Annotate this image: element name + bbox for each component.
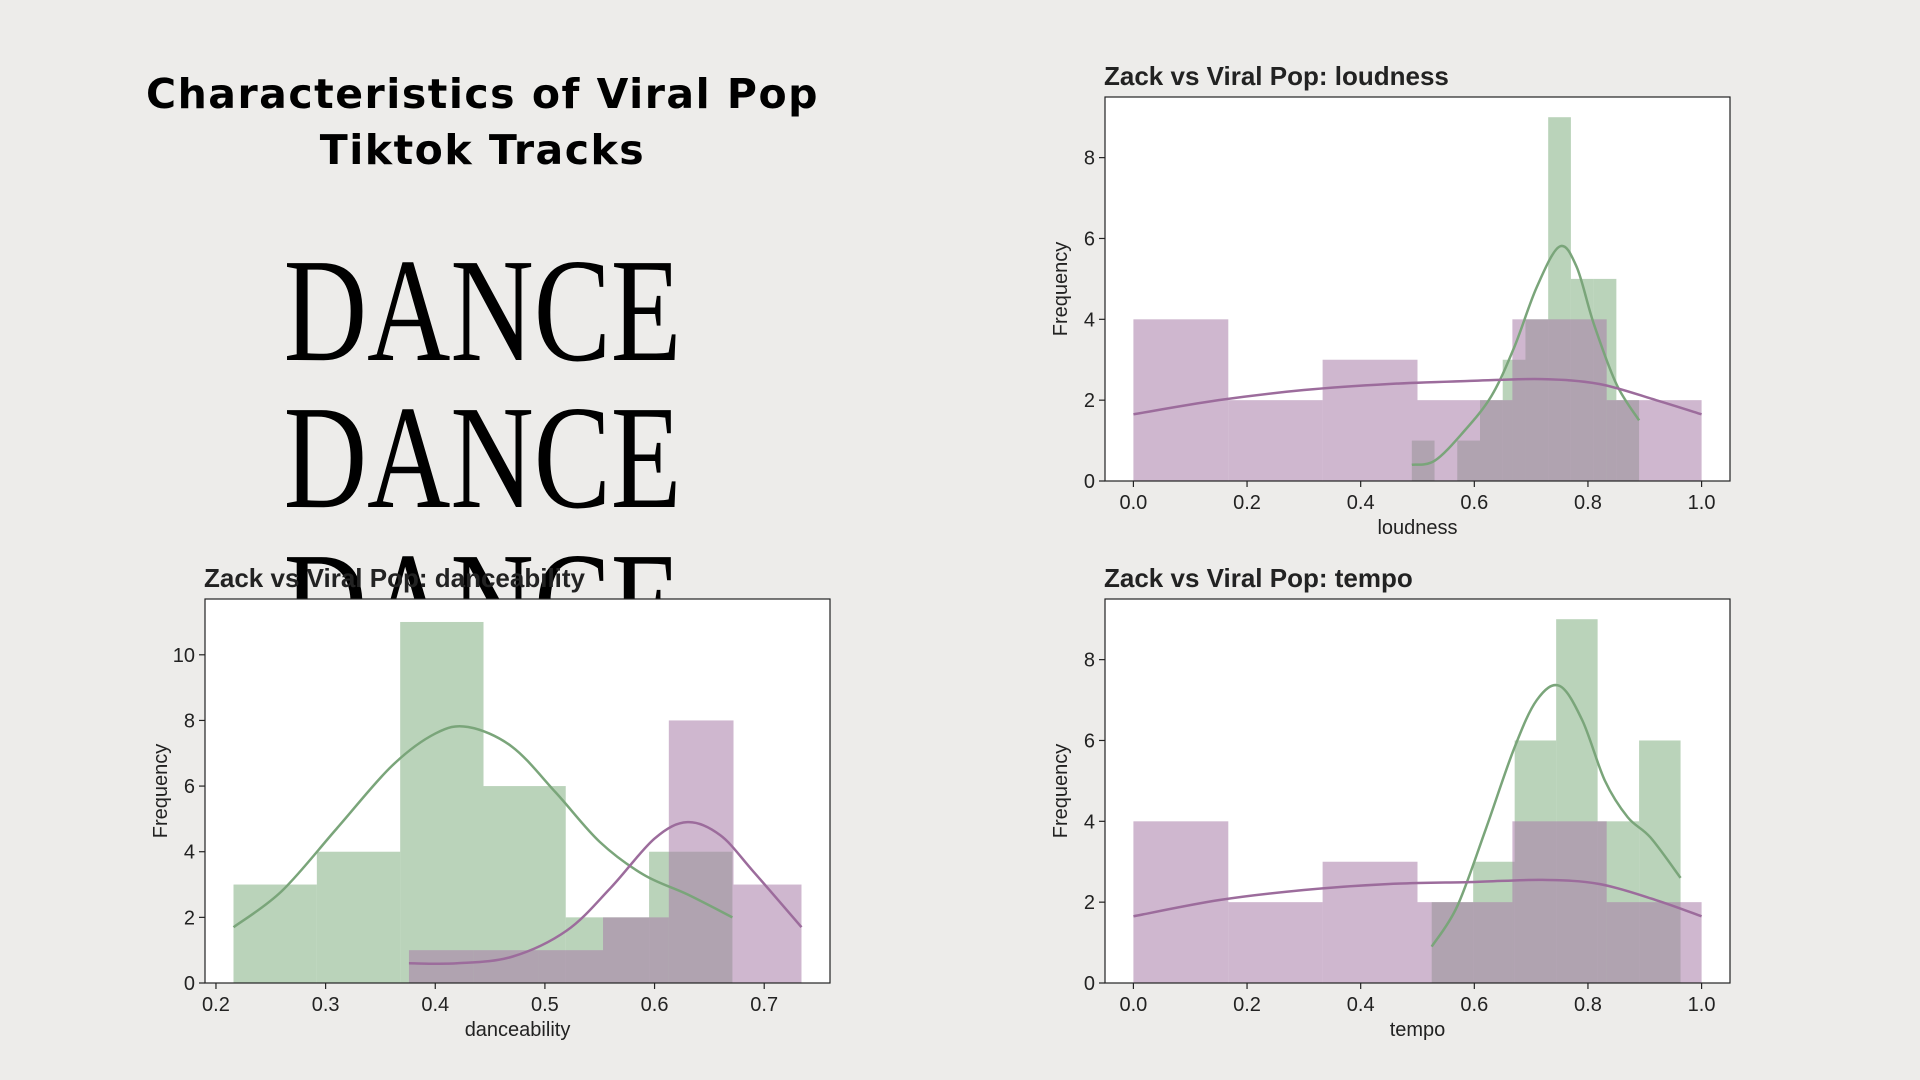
chart-svg: Zack vs Viral Pop: tempo 0.0 0.2 0.4 0.6 0.8 1… — [1050, 563, 1731, 1041]
y-tick-label: 8 — [184, 710, 195, 732]
page-subtitle: Characteristics of Viral Pop Tiktok Trac… — [146, 70, 819, 174]
histogram-bar-green — [400, 621, 484, 983]
histogram-bar-purple — [1228, 902, 1323, 983]
histogram-bar-green — [233, 884, 317, 983]
histogram-bar-purple — [733, 884, 802, 983]
plot-frame — [1104, 598, 1731, 984]
histogram-bar-purple — [1228, 400, 1323, 481]
y-tick-label: 4 — [1084, 811, 1095, 833]
plot-frame — [204, 598, 831, 984]
y-axis-label: Frequency — [1050, 744, 1072, 839]
histogram-bar-purple — [1417, 400, 1513, 481]
x-tick-label: 0.6 — [1460, 492, 1488, 514]
y-axis-label: Frequency — [1050, 242, 1072, 337]
y-tick-label: 6 — [1084, 730, 1095, 752]
x-tick-label: 0.0 — [1120, 492, 1148, 514]
histogram-bar-purple — [603, 917, 669, 983]
x-tick-label: 0.2 — [1233, 994, 1261, 1016]
kde-curve-green — [1430, 683, 1682, 948]
histogram-bar-purple — [1417, 902, 1513, 983]
y-tick-label: 0 — [184, 973, 195, 995]
chart-title: Zack vs Viral Pop: loudness — [1104, 61, 1449, 91]
y-tick-label: 8 — [1084, 148, 1095, 170]
y-tick-label: 6 — [1084, 228, 1095, 250]
histogram-bar-purple — [1512, 821, 1607, 983]
histogram-bar-purple — [1606, 902, 1702, 983]
danceability-histogram: Zack vs Viral Pop: danceability 0.2 0.3 0.4… — [145, 557, 845, 1067]
x-tick-label: 0.0 — [1120, 994, 1148, 1016]
x-tick-label: 0.4 — [1347, 994, 1375, 1016]
kde-curve-green — [232, 724, 733, 929]
x-tick-label: 0.6 — [641, 994, 669, 1016]
y-tick-label: 2 — [1084, 390, 1095, 412]
histogram-bar-purple — [473, 950, 539, 983]
y-axis-label: Frequency — [150, 744, 172, 839]
y-tick-label: 8 — [1084, 650, 1095, 672]
y-tick-label: 2 — [1084, 892, 1095, 914]
x-tick-label: 0.4 — [421, 994, 449, 1016]
x-axis-label: loudness — [1377, 517, 1457, 539]
y-tick-label: 0 — [1084, 973, 1095, 995]
y-tick-label: 2 — [184, 907, 195, 929]
histogram-bar-purple — [1512, 319, 1607, 481]
chart-svg: Zack vs Viral Pop: danceability 0.2 0.3 0.4… — [150, 563, 831, 1041]
histogram-bar-purple — [1606, 400, 1702, 481]
plot-frame — [1104, 96, 1731, 482]
x-tick-label: 0.7 — [750, 994, 778, 1016]
y-tick-label: 4 — [1084, 309, 1095, 331]
x-axis-label: tempo — [1390, 1019, 1446, 1041]
x-tick-label: 0.4 — [1347, 492, 1375, 514]
y-tick-label: 10 — [173, 645, 195, 667]
x-tick-label: 1.0 — [1688, 994, 1716, 1016]
kde-curve-purple — [408, 820, 803, 966]
kde-curve-purple — [1133, 878, 1703, 918]
histogram-bar-purple — [408, 950, 474, 983]
histogram-bar-purple — [538, 950, 604, 983]
x-tick-label: 1.0 — [1688, 492, 1716, 514]
histogram-bar-green — [316, 851, 401, 983]
x-tick-label: 0.6 — [1460, 994, 1488, 1016]
y-tick-label: 4 — [184, 842, 195, 864]
y-tick-label: 6 — [184, 776, 195, 798]
tempo-histogram: Zack vs Viral Pop: tempo 0.0 0.2 0.4 0.6 0.8 1… — [1045, 557, 1745, 1067]
x-tick-label: 0.5 — [531, 994, 559, 1016]
chart-svg: Zack vs Viral Pop: loudness 0.0 0.2 0.4 0.6 0… — [1050, 61, 1731, 539]
histogram-bar-purple — [668, 720, 734, 983]
x-tick-label: 0.2 — [202, 994, 230, 1016]
histogram-bar-purple — [1133, 821, 1229, 983]
x-tick-label: 0.3 — [312, 994, 340, 1016]
chart-title: Zack vs Viral Pop: tempo — [1104, 563, 1413, 593]
x-tick-label: 0.8 — [1574, 492, 1602, 514]
y-tick-label: 0 — [1084, 471, 1095, 493]
chart-title: Zack vs Viral Pop: danceability — [204, 563, 586, 593]
x-tick-label: 0.8 — [1574, 994, 1602, 1016]
x-tick-label: 0.2 — [1233, 492, 1261, 514]
kde-curve-purple — [1133, 377, 1702, 416]
kde-curve-green — [1411, 244, 1641, 467]
histogram-bar-purple — [1322, 359, 1418, 481]
histogram-bar-purple — [1322, 861, 1418, 983]
x-axis-label: danceability — [465, 1019, 571, 1041]
loudness-histogram: Zack vs Viral Pop: loudness 0.0 0.2 0.4 0.6 0… — [1045, 55, 1745, 565]
